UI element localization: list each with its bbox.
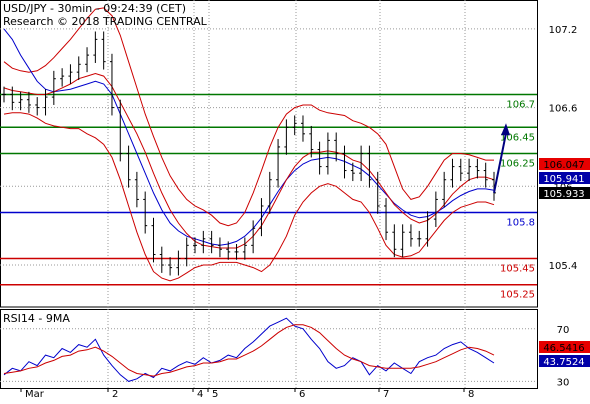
level-label: 105.25: [500, 290, 535, 301]
rsi-tick-label: 30: [557, 377, 570, 388]
price-tag-label: 106.047: [543, 160, 584, 171]
rsi-tag-label: 46.5416: [543, 343, 584, 354]
x-axis-label: 8: [468, 389, 474, 400]
rsi-tick-label: 70: [557, 325, 570, 336]
price-tag-box: [539, 158, 590, 170]
rsi-tag-box: [539, 355, 590, 367]
moving-average-blue-line: [3, 28, 495, 246]
price-tick-label: 106.6: [549, 104, 578, 115]
price-tag-box: [539, 172, 590, 184]
rsi-series-line: [3, 317, 495, 382]
price-tick-label: 105.4: [549, 261, 578, 272]
rsi-tag-box: [539, 341, 590, 353]
bollinger-upper-line: [3, 7, 494, 227]
level-label: 105.45: [500, 263, 535, 274]
level-label: 106.7: [506, 99, 535, 110]
level-label: 106.25: [500, 159, 535, 170]
x-axis-label: Mar: [25, 389, 45, 400]
bollinger-lower-line: [3, 112, 495, 282]
chart-title: USD/JPY - 30min - 09:24:39 (CET): [3, 2, 187, 15]
x-axis-label: 5: [212, 389, 218, 400]
rsi-tag-label: 43.7524: [543, 357, 584, 368]
level-label: 106.45: [500, 132, 535, 143]
rsi-series-line: [3, 324, 495, 377]
price-tick-label: 107.2: [549, 25, 578, 36]
price-tag-label: 105.933: [543, 189, 584, 200]
x-axis-label: 4: [197, 389, 203, 400]
x-axis-label: 2: [112, 389, 118, 400]
price-tag-box: [539, 187, 590, 199]
rsi-panel-frame: [0, 309, 538, 389]
x-axis-label: 7: [383, 389, 389, 400]
forecast-arrow-head: [501, 123, 510, 136]
level-label: 105.8: [506, 218, 535, 229]
x-axis-label: 6: [299, 389, 305, 400]
forecast-arrow-line: [493, 133, 507, 194]
chart-subtitle: Research © 2018 TRADING CENTRAL: [3, 15, 207, 28]
rsi-title: RSI14 - 9MA: [3, 312, 70, 325]
price-tag-label: 105.941: [543, 174, 584, 185]
moving-average-red-line: [3, 72, 495, 249]
